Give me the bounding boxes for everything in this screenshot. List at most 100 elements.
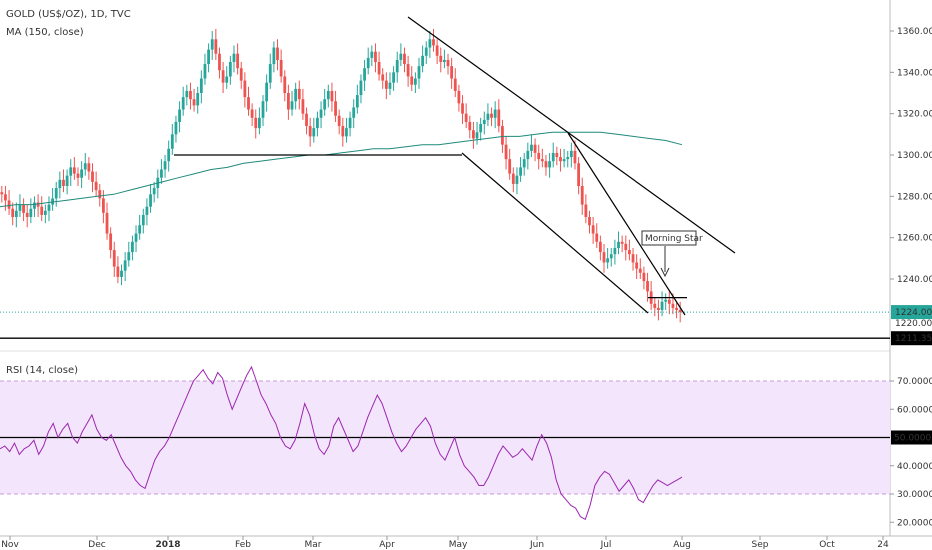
price-tick-label: 1260.00 xyxy=(897,234,932,244)
candle-body xyxy=(170,134,174,149)
candle-body xyxy=(62,179,65,186)
candle-body xyxy=(178,109,181,122)
price-tick-label: 1280.00 xyxy=(897,192,932,202)
candle-body xyxy=(591,225,595,234)
candle-body xyxy=(192,99,196,106)
candle-body xyxy=(319,109,323,118)
candle-body xyxy=(272,47,276,65)
morning-star-label: Morning Star xyxy=(645,234,703,244)
candle-body xyxy=(660,301,664,310)
candle-body xyxy=(515,175,519,184)
candle-body xyxy=(221,70,225,83)
candle-body xyxy=(43,210,47,215)
candle-body xyxy=(530,144,533,151)
candle-body xyxy=(566,157,570,160)
price-tick-label: 1240.00 xyxy=(897,275,932,285)
rsi-50-label: 50.0000 xyxy=(894,434,931,444)
candle-body xyxy=(330,90,334,102)
candle-body xyxy=(631,254,635,263)
candle-body xyxy=(370,51,374,58)
candle-body xyxy=(112,250,116,267)
candle-body xyxy=(87,163,91,172)
support-price-label: 1211.35 xyxy=(895,334,932,344)
candle-body xyxy=(526,150,530,160)
candle-body xyxy=(120,270,123,277)
candle-body xyxy=(472,130,475,139)
candle-body xyxy=(167,148,171,162)
candle-body xyxy=(490,113,493,118)
morning-star-box xyxy=(641,230,697,246)
candle-body xyxy=(635,262,639,269)
candle-body xyxy=(388,82,392,89)
candle-body xyxy=(174,121,178,135)
candle-body xyxy=(294,88,298,102)
candle-body xyxy=(363,68,366,81)
candle-body xyxy=(305,113,308,127)
candle-body xyxy=(160,169,163,178)
candle-body xyxy=(424,47,428,56)
candle-body xyxy=(323,99,327,110)
candle-body xyxy=(65,175,69,186)
price-tick-label: 1320.00 xyxy=(897,110,932,120)
time-tick-label: Mar xyxy=(305,540,322,550)
candle-body xyxy=(548,161,551,168)
symbol-title: GOLD (US$/OZ), 1D, TVC xyxy=(6,9,131,20)
candle-body xyxy=(341,126,345,137)
candle-body xyxy=(606,258,610,263)
candle-body xyxy=(337,115,341,127)
candle-body xyxy=(265,82,269,102)
candle-body xyxy=(573,150,577,164)
candle-body xyxy=(406,64,410,77)
candle-body xyxy=(675,307,678,310)
candle-body xyxy=(54,188,58,199)
candle-body xyxy=(671,303,675,308)
candle-body xyxy=(453,78,457,91)
candle-body xyxy=(519,167,522,176)
candle-body xyxy=(464,113,468,122)
candle-body xyxy=(602,252,606,263)
candle-body xyxy=(366,57,370,69)
candle-body xyxy=(276,47,279,60)
candle-body xyxy=(537,152,541,160)
candle-body xyxy=(232,53,236,62)
candle-body xyxy=(80,169,84,178)
candle-body xyxy=(352,107,356,118)
candle-body xyxy=(152,188,156,195)
candle-body xyxy=(225,76,229,83)
candle-body xyxy=(653,303,657,308)
candle-body xyxy=(268,64,272,83)
candle-body xyxy=(501,126,504,145)
candle-body xyxy=(613,248,617,255)
candle-body xyxy=(432,39,435,46)
candle-body xyxy=(22,204,25,213)
candle-body xyxy=(210,39,214,50)
candle-body xyxy=(413,78,417,85)
time-tick-label: Jul xyxy=(600,540,612,550)
candle-body xyxy=(83,163,87,170)
candle-body xyxy=(326,90,330,100)
candle-body xyxy=(540,159,544,162)
candle-body xyxy=(598,241,602,253)
candle-body xyxy=(297,88,301,100)
candle-body xyxy=(493,109,497,118)
candle-body xyxy=(123,260,127,271)
candle-body xyxy=(214,39,218,54)
candle-body xyxy=(25,212,29,217)
candle-body xyxy=(475,132,479,139)
candle-body xyxy=(163,161,167,170)
candle-body xyxy=(374,51,377,62)
candle-body xyxy=(562,159,566,162)
candle-body xyxy=(286,93,290,110)
support-price-tag xyxy=(891,331,932,346)
candle-body xyxy=(149,194,152,207)
candle-body xyxy=(72,167,76,174)
candle-body xyxy=(185,90,189,98)
rsi-tick-label: 30.0000 xyxy=(897,490,932,500)
candle-body xyxy=(29,208,33,217)
candle-body xyxy=(138,225,142,234)
time-tick-label: Feb xyxy=(235,540,251,550)
time-tick-label: Aug xyxy=(673,540,691,550)
candle-body xyxy=(308,126,312,137)
ma-indicator-label: MA (150, close) xyxy=(6,27,84,38)
